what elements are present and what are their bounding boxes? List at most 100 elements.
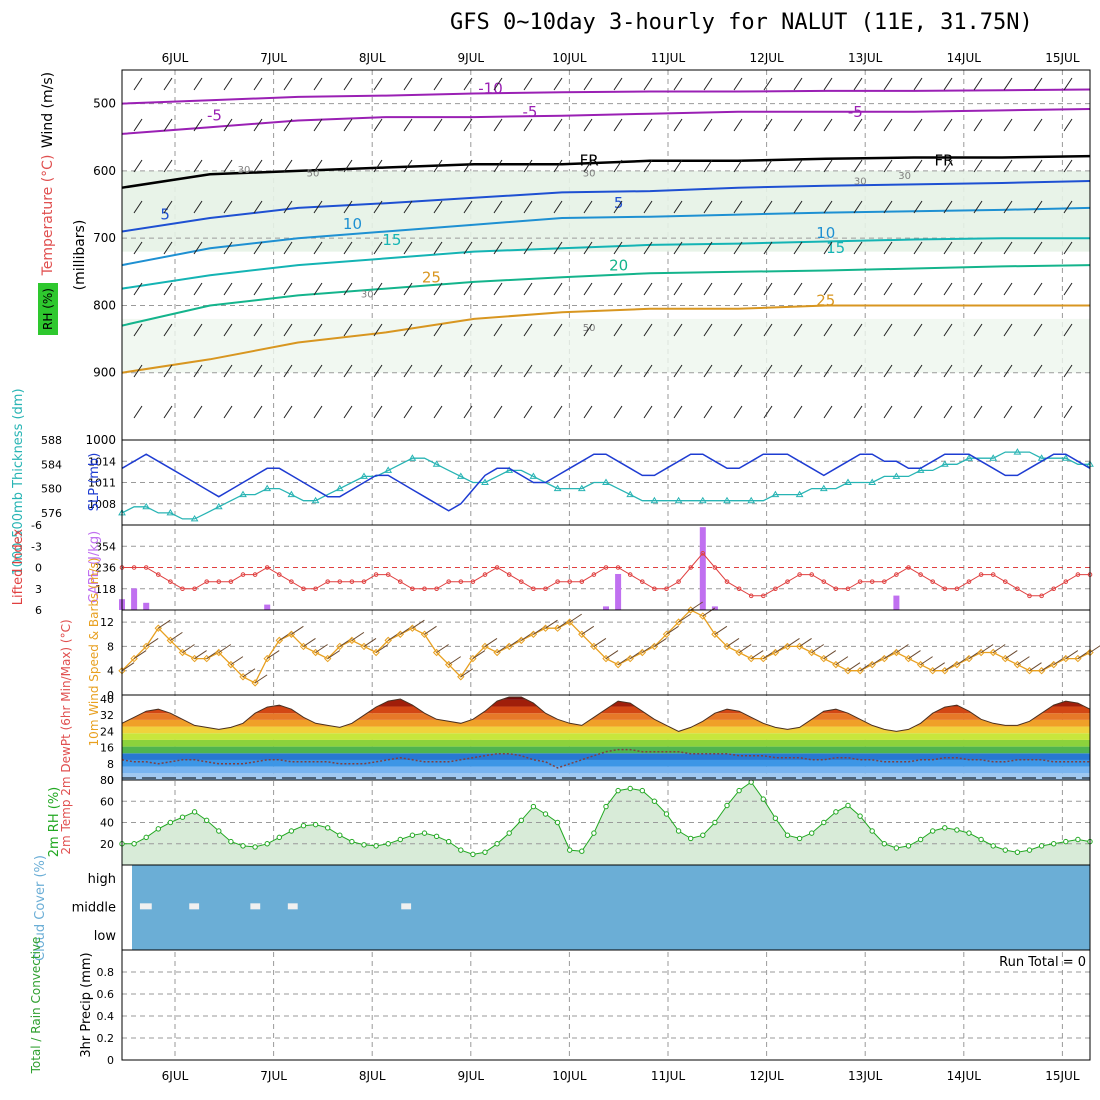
date-label-top: 8JUL (359, 51, 386, 65)
lifted-index-marker (942, 586, 948, 592)
upper-wind-barb (703, 200, 713, 214)
date-label-bottom: 10JUL (552, 1069, 587, 1083)
upper-wind-barb (133, 282, 143, 296)
upper-wind-barb (463, 77, 473, 91)
upper-wind-barb (853, 118, 863, 132)
cloud-gap (287, 903, 298, 910)
wind-barb (545, 619, 558, 629)
upper-wind-barb (523, 77, 533, 91)
rh2m-marker (240, 843, 246, 849)
upper-wind-barb (853, 323, 863, 337)
upper-wind-barb (913, 282, 923, 296)
temperature-contour-label: 20 (609, 256, 628, 274)
wind-tick-label: 4 (107, 665, 114, 678)
rh-contour-label: 50 (307, 168, 320, 179)
temp-band (122, 733, 1090, 740)
upper-wind-barb (703, 323, 713, 337)
lifted-index-marker (882, 579, 887, 584)
precip-tick-label: 0 (107, 1054, 114, 1067)
rh2m-marker (276, 834, 282, 841)
upper-wind-barb (643, 241, 653, 255)
wind-barb (1029, 662, 1042, 672)
wind-tick-label: 0 (107, 689, 114, 702)
rh2m-marker (639, 787, 645, 794)
lifted-index-marker (410, 586, 415, 592)
thickness-marker (553, 484, 562, 492)
thickness-marker (577, 484, 586, 492)
upper-wind-barb (763, 323, 773, 337)
wind-barb (605, 650, 619, 659)
temperature-contour-label: -5 (207, 106, 222, 124)
upper-wind-barb (1063, 159, 1073, 173)
lifted-index-marker (640, 579, 645, 584)
temp-band (122, 753, 1090, 760)
wind-barb (811, 644, 824, 653)
upper-wind-barb (313, 200, 323, 214)
upper-wind-barb (253, 405, 263, 419)
upper-wind-barb (403, 323, 413, 337)
upper-wind-barb (583, 118, 593, 132)
rh2m-marker (385, 841, 391, 847)
upper-wind-barb (523, 241, 533, 255)
rh2m-marker (1075, 836, 1081, 843)
lifted-index-marker (736, 586, 742, 592)
upper-wind-barb (283, 323, 293, 337)
temperature-contour-label: 15 (826, 239, 845, 257)
rh2m-marker (554, 819, 561, 826)
isotherm-line (121, 237, 1090, 290)
pressure-tick-label: 900 (93, 366, 116, 380)
cape-bar (699, 527, 706, 610)
rh2m-marker (796, 835, 803, 842)
lifted-index-marker (494, 565, 500, 570)
precip-tick-label: 0.2 (97, 1032, 115, 1045)
upper-wind-barb (823, 405, 833, 419)
temperature-contour-label: FR (580, 152, 599, 170)
upper-wind-barb (193, 405, 203, 419)
upper-wind-barb (583, 323, 593, 337)
slp-line (121, 453, 1091, 512)
wind-barb (920, 656, 933, 666)
lifted-index-marker (869, 579, 875, 584)
thickness-marker (166, 508, 175, 516)
cloud-gap (139, 903, 152, 910)
upper-wind-barb (913, 77, 923, 91)
upper-wind-barb (343, 241, 353, 255)
date-label-bottom: 13JUL (848, 1069, 883, 1083)
isotherm-line (121, 108, 1091, 135)
upper-wind-barb (553, 241, 563, 255)
temp-band (122, 726, 1090, 734)
temperature-contour-label: -10 (478, 80, 503, 98)
upper-wind-barb (703, 282, 713, 296)
upper-wind-barb (193, 241, 203, 255)
upper-wind-barb (343, 364, 353, 378)
upper-wind-barb (643, 323, 653, 337)
upper-wind-barb (1033, 364, 1043, 378)
upper-wind-barb (343, 118, 353, 132)
lifted-index-marker (446, 579, 452, 584)
rh2m-marker (1026, 847, 1033, 853)
wind-barb (218, 644, 232, 653)
upper-wind-barb (733, 282, 743, 296)
date-label-top: 12JUL (749, 51, 784, 65)
date-label-bottom: 12JUL (749, 1069, 784, 1083)
thickness-marker (408, 454, 417, 461)
rh2m-marker (930, 828, 936, 834)
lifted-index-marker (821, 579, 827, 584)
rh2m-marker (809, 830, 815, 836)
upper-wind-barb (433, 282, 443, 296)
precip-ylabel-left: Total / Rain Convective (29, 937, 43, 1075)
lifted-index-marker (131, 565, 137, 570)
lifted-index-marker (990, 572, 996, 577)
lifted-index-marker (845, 586, 851, 592)
wind-barb (847, 662, 861, 672)
thickness-marker (723, 496, 731, 504)
slp-ylabel: SLP (mb) (87, 453, 102, 512)
thickness-marker (892, 472, 901, 479)
rh2m-marker (312, 821, 319, 828)
temperature-contour-label: FR (935, 152, 954, 170)
upper-wind-barb (793, 323, 803, 337)
upper-wind-barb (253, 118, 263, 132)
temp-band (122, 766, 1090, 774)
upper-wind-barb (1033, 200, 1043, 214)
upper-wind-barb (703, 118, 713, 132)
